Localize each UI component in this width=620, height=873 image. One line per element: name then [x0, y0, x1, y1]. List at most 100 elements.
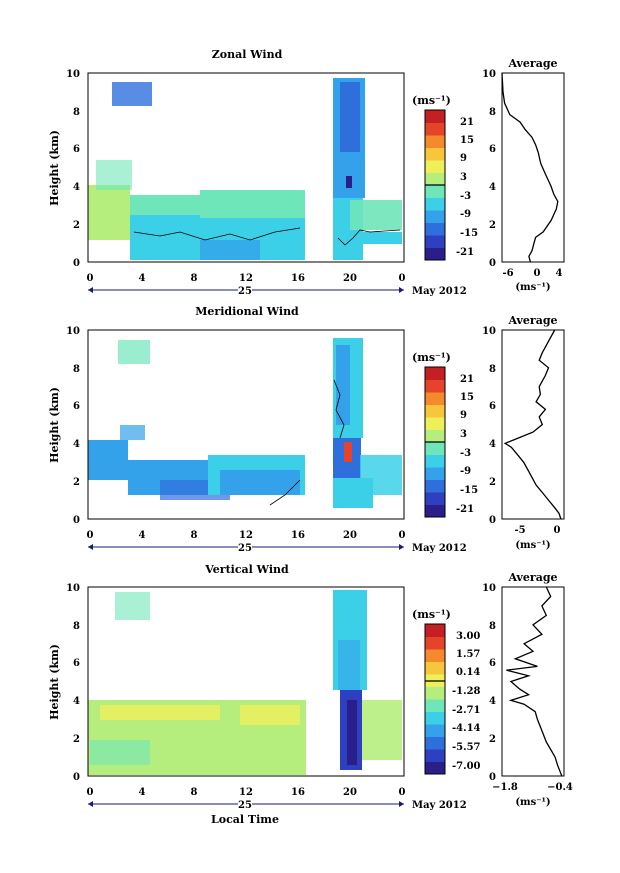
- panel-title: Vertical Wind: [204, 563, 289, 576]
- svg-text:8: 8: [489, 621, 496, 632]
- colorbar-swatch: [425, 404, 445, 418]
- svg-text:21: 21: [460, 374, 474, 385]
- svg-text:0: 0: [554, 525, 561, 536]
- svg-text:16: 16: [291, 787, 305, 798]
- average-profile-vertical: Average 0 2 4 6 8 10 −1.8 −0.4 (ms⁻¹): [482, 571, 573, 808]
- svg-text:-9: -9: [460, 209, 471, 220]
- svg-text:4: 4: [556, 268, 563, 279]
- colorbar-swatch: [425, 711, 445, 725]
- colorbar-swatch: [425, 210, 445, 223]
- svg-text:-15: -15: [460, 228, 478, 239]
- svg-text:(ms⁻¹): (ms⁻¹): [515, 282, 550, 293]
- svg-text:0: 0: [87, 787, 94, 798]
- svg-text:8: 8: [191, 530, 198, 541]
- svg-text:3: 3: [460, 429, 467, 440]
- svg-text:(ms⁻¹): (ms⁻¹): [515, 540, 550, 551]
- colorbar-swatch: [425, 442, 445, 455]
- average-profile-meridional: Average 0 2 4 6 8 10 -5 0 (ms⁻¹): [482, 314, 565, 551]
- svg-text:4: 4: [489, 696, 496, 707]
- panel-zonal-wind: Zonal Wind 0 2 4 6 8 10: [48, 48, 565, 297]
- svg-text:(ms⁻¹): (ms⁻¹): [412, 94, 451, 107]
- y-ticks-vertical: 0 2 4 6 8 10: [66, 583, 80, 783]
- colorbar-swatch: [425, 624, 445, 637]
- y-ticks-zonal: 0 2 4 6 8 10: [66, 69, 80, 269]
- svg-text:10: 10: [482, 583, 496, 594]
- svg-text:25: 25: [238, 543, 252, 554]
- heatmap-meridional: [88, 338, 402, 508]
- colorbar-swatch: [425, 749, 445, 762]
- svg-text:10: 10: [66, 69, 80, 80]
- panel-meridional-wind: Meridional Wind 0 2 4 6 8 10 H: [48, 305, 565, 554]
- svg-text:1.57: 1.57: [456, 649, 480, 660]
- svg-text:-15: -15: [460, 485, 478, 496]
- colorbar-swatch: [425, 235, 445, 248]
- svg-text:8: 8: [489, 107, 496, 118]
- svg-text:10: 10: [66, 326, 80, 337]
- svg-text:6: 6: [489, 401, 496, 412]
- svg-text:0: 0: [87, 273, 94, 284]
- colorbar-swatch: [425, 160, 445, 173]
- svg-text:4: 4: [139, 787, 146, 798]
- svg-text:12: 12: [239, 530, 253, 541]
- svg-text:16: 16: [291, 530, 305, 541]
- svg-text:-3: -3: [460, 191, 471, 202]
- svg-text:−0.4: −0.4: [547, 782, 573, 793]
- svg-text:4: 4: [489, 182, 496, 193]
- svg-text:15: 15: [460, 135, 474, 146]
- svg-text:8: 8: [489, 364, 496, 375]
- svg-text:0.14: 0.14: [456, 667, 480, 678]
- svg-text:4: 4: [489, 439, 496, 450]
- colorbar-swatch: [425, 135, 445, 148]
- svg-text:8: 8: [73, 107, 80, 118]
- average-profile-zonal: Average 0 2 4 6 8 10 -6 0 4 (ms⁻¹): [482, 57, 565, 293]
- svg-text:20: 20: [343, 530, 357, 541]
- y-axis-label: Height (km): [48, 130, 61, 206]
- colorbar-swatch: [425, 185, 445, 198]
- svg-text:20: 20: [343, 273, 357, 284]
- svg-text:(ms⁻¹): (ms⁻¹): [412, 608, 451, 621]
- svg-text:-3: -3: [460, 448, 471, 459]
- panel-title: Meridional Wind: [195, 305, 299, 318]
- x-axis-label: Local Time: [211, 813, 279, 826]
- colorbar-swatch: [425, 504, 445, 518]
- svg-text:0: 0: [489, 515, 496, 526]
- svg-text:−1.8: −1.8: [492, 782, 518, 793]
- svg-text:4: 4: [73, 439, 80, 450]
- svg-text:-4.14: -4.14: [452, 723, 481, 734]
- svg-text:May 2012: May 2012: [412, 800, 467, 811]
- svg-text:-5.57: -5.57: [452, 742, 481, 753]
- panel-vertical-wind: Vertical Wind 0 2 4 6 8 10 Height (km) 0…: [48, 563, 573, 826]
- y-ticks-meridional: 0 2 4 6 8 10: [66, 326, 80, 526]
- colorbar-swatch: [425, 479, 445, 493]
- colorbar-swatch: [425, 417, 445, 430]
- colorbar-swatch: [425, 110, 445, 123]
- colorbar-swatch: [425, 222, 445, 236]
- colorbar-swatch: [425, 379, 445, 393]
- colorbar-swatch: [425, 429, 445, 443]
- colorbar-swatch: [425, 247, 445, 261]
- svg-text:4: 4: [139, 530, 146, 541]
- svg-text:16: 16: [291, 273, 305, 284]
- svg-text:8: 8: [73, 364, 80, 375]
- svg-text:9: 9: [460, 153, 467, 164]
- svg-text:0: 0: [73, 258, 80, 269]
- svg-text:0: 0: [489, 772, 496, 783]
- svg-text:Average: Average: [507, 571, 557, 584]
- svg-text:-21: -21: [456, 504, 474, 515]
- svg-text:4: 4: [73, 182, 80, 193]
- colorbar-swatch: [425, 636, 445, 650]
- colorbar-swatch: [425, 467, 445, 480]
- colorbar-swatch: [425, 392, 445, 405]
- svg-text:12: 12: [239, 273, 253, 284]
- svg-text:-7.00: -7.00: [452, 761, 481, 772]
- svg-text:0: 0: [489, 258, 496, 269]
- svg-text:25: 25: [238, 286, 252, 297]
- svg-text:-21: -21: [456, 247, 474, 258]
- svg-text:10: 10: [66, 583, 80, 594]
- colorbar-zonal: (ms⁻¹) 21 15 9 3 -3 -9 -15 -21: [412, 94, 478, 261]
- svg-text:0: 0: [399, 530, 406, 541]
- colorbar-meridional: (ms⁻¹) 21 15 9 3 -3 -9 -15 -21: [412, 351, 478, 518]
- colorbar-swatch: [425, 724, 445, 737]
- svg-text:2: 2: [73, 220, 80, 231]
- svg-text:0: 0: [399, 787, 406, 798]
